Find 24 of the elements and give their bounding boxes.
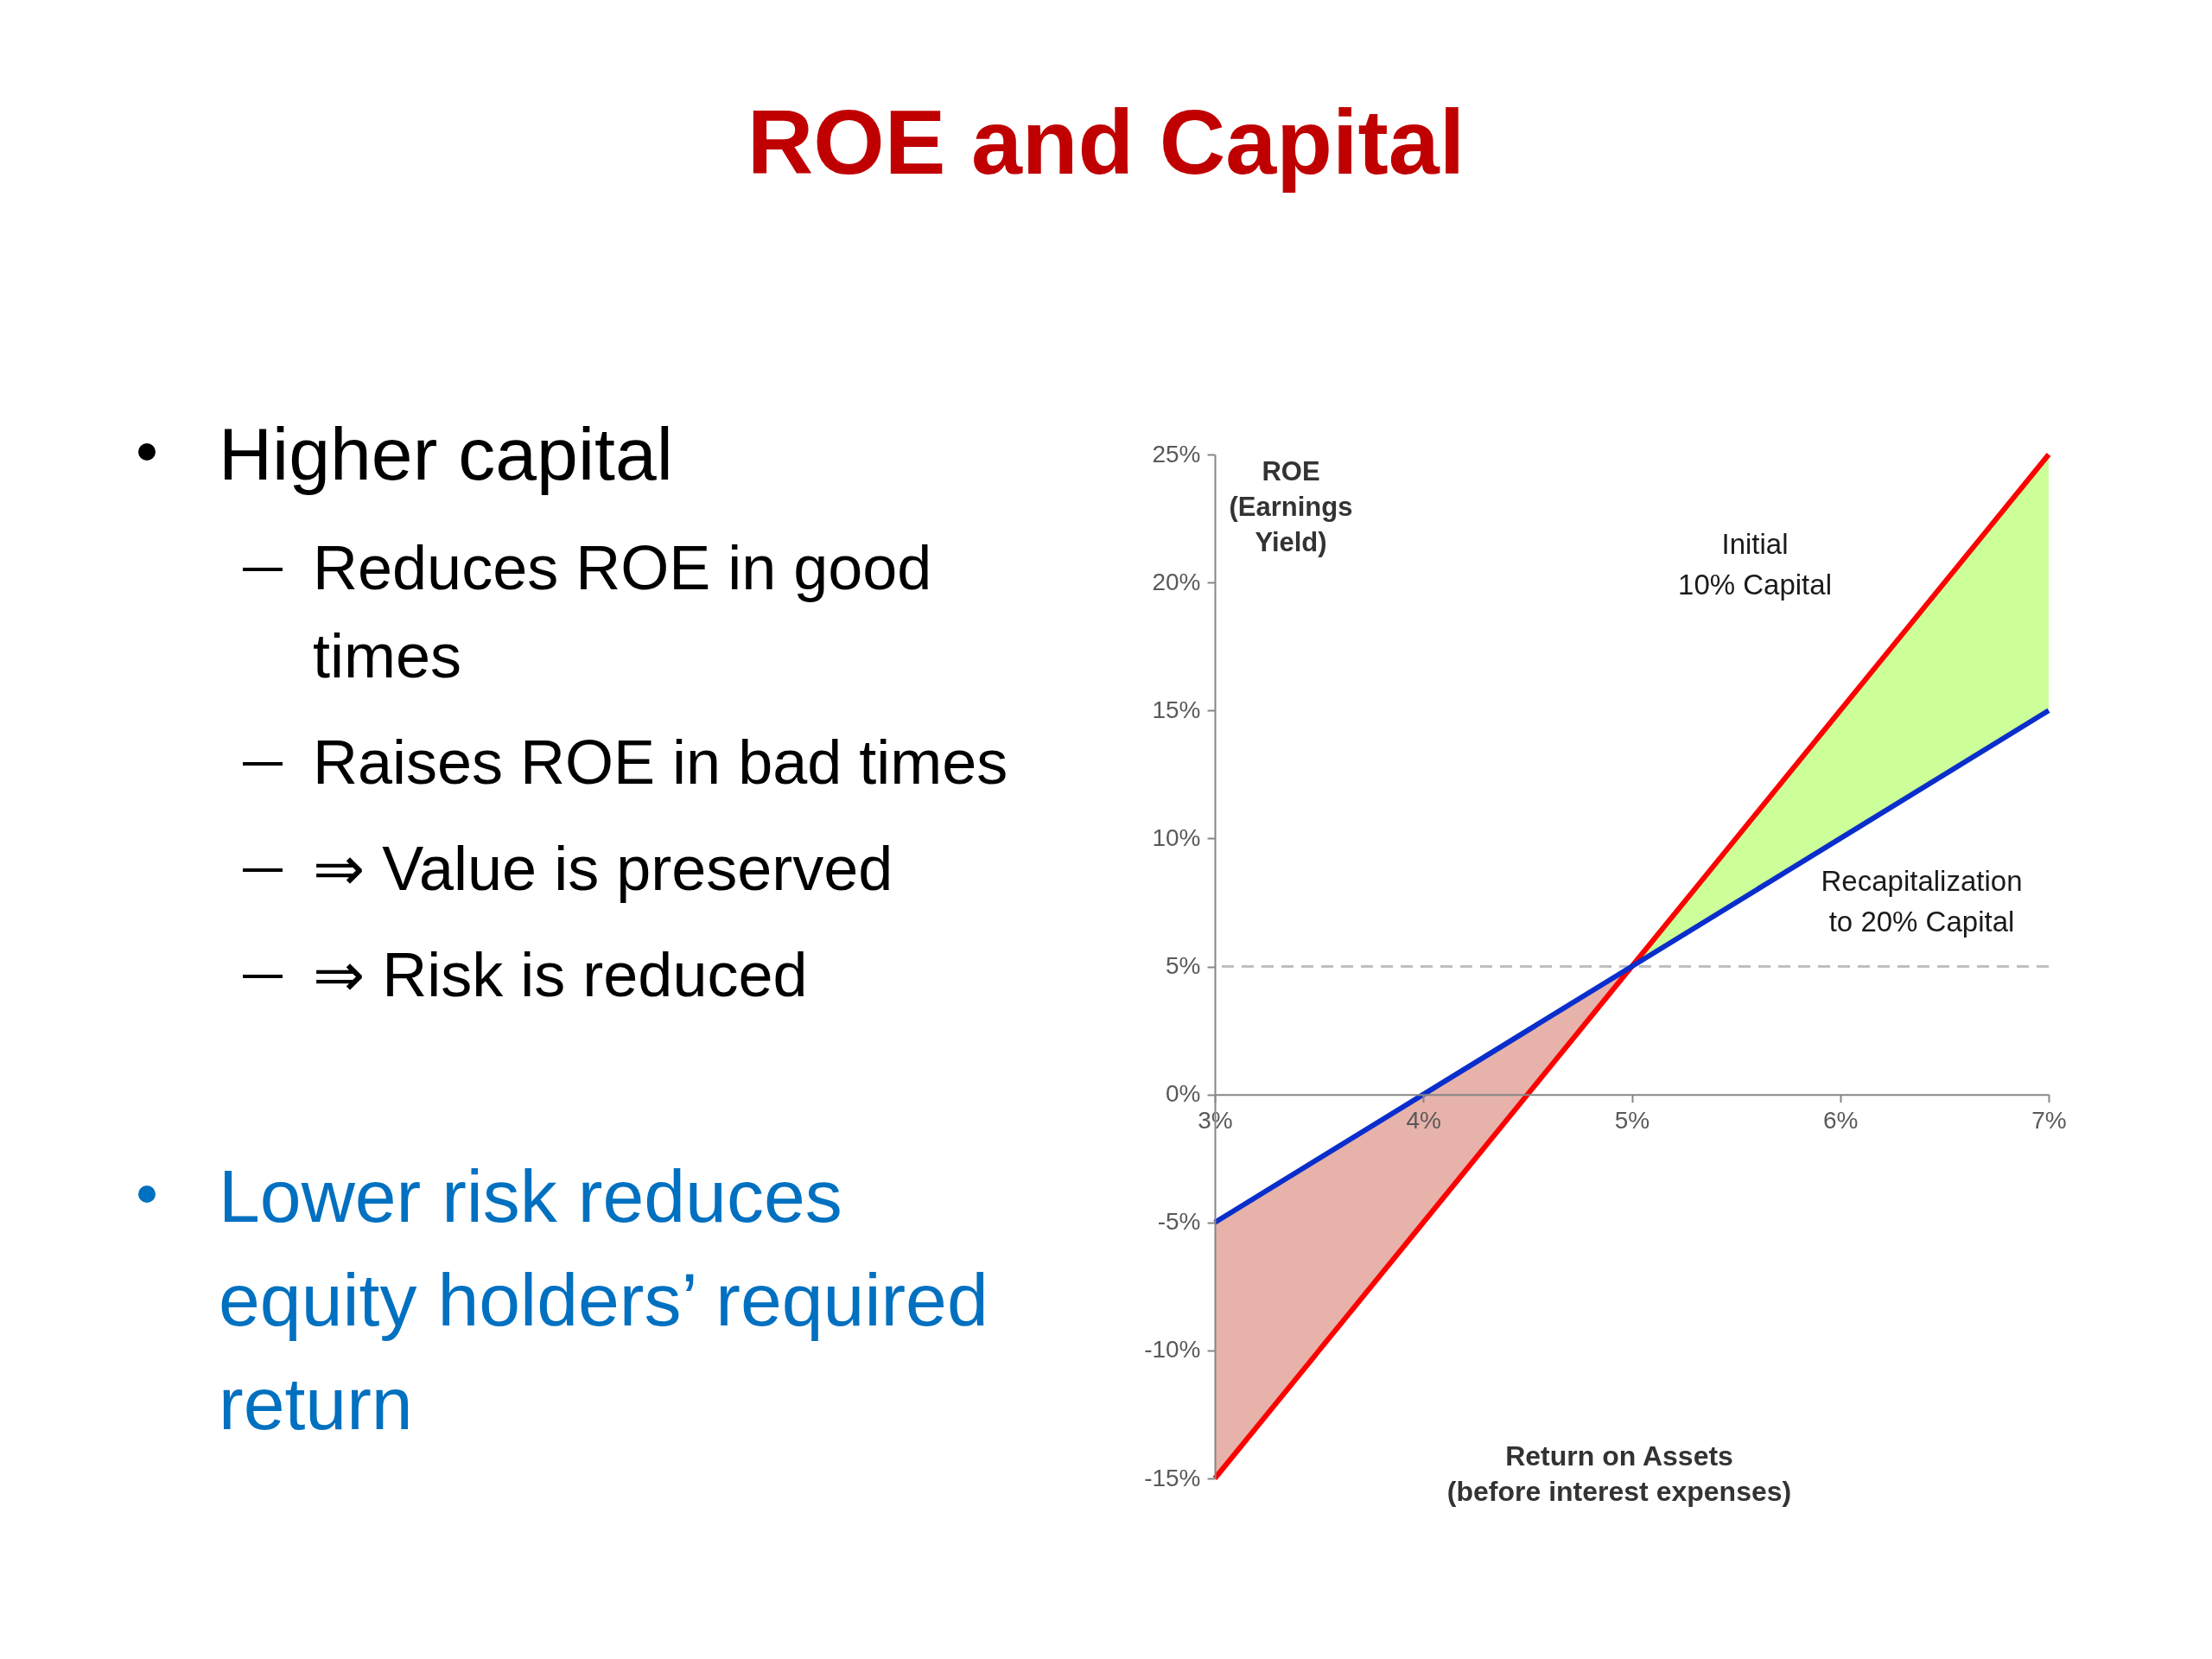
chart-title: ROE and Capital xyxy=(746,90,1466,194)
y-axis-title: ROE (Earnings Yield) xyxy=(1229,456,1353,557)
text: Higher capital xyxy=(219,402,1037,505)
x-tick-label: 5% xyxy=(1614,1107,1650,1135)
x-tick-label: 6% xyxy=(1823,1107,1859,1135)
x-tick-label: 7% xyxy=(2031,1107,2067,1135)
y-tick-label: 5% xyxy=(1166,952,1201,979)
y-tick-label: 20% xyxy=(1152,568,1201,595)
y-tick-label: 15% xyxy=(1152,696,1201,723)
text: ⇒ Risk is reduced xyxy=(313,931,1037,1019)
y-tick-label: -15% xyxy=(1144,1464,1201,1491)
y-tick-label: 25% xyxy=(1152,440,1201,467)
text: Lower risk reduces equity holders’ required return xyxy=(219,1144,1037,1455)
y-tick-label: -10% xyxy=(1144,1336,1201,1363)
y-tick-label: 0% xyxy=(1166,1080,1201,1108)
text: Raises ROE in bad times xyxy=(313,718,1037,806)
x-tick-label: 4% xyxy=(1406,1107,1441,1135)
series-label: Recapitalization to 20% Capital xyxy=(1821,865,2023,938)
y-tick-label: -5% xyxy=(1157,1208,1201,1236)
text: ⇒ Value is preserved xyxy=(313,824,1037,912)
text: Reduces ROE in good times xyxy=(313,524,1037,700)
x-axis-title: Return on Assets (before interest expenses) xyxy=(1446,1440,1792,1507)
y-tick-label: 10% xyxy=(1152,823,1201,851)
text: Initial 10% Capital xyxy=(1678,528,1832,601)
